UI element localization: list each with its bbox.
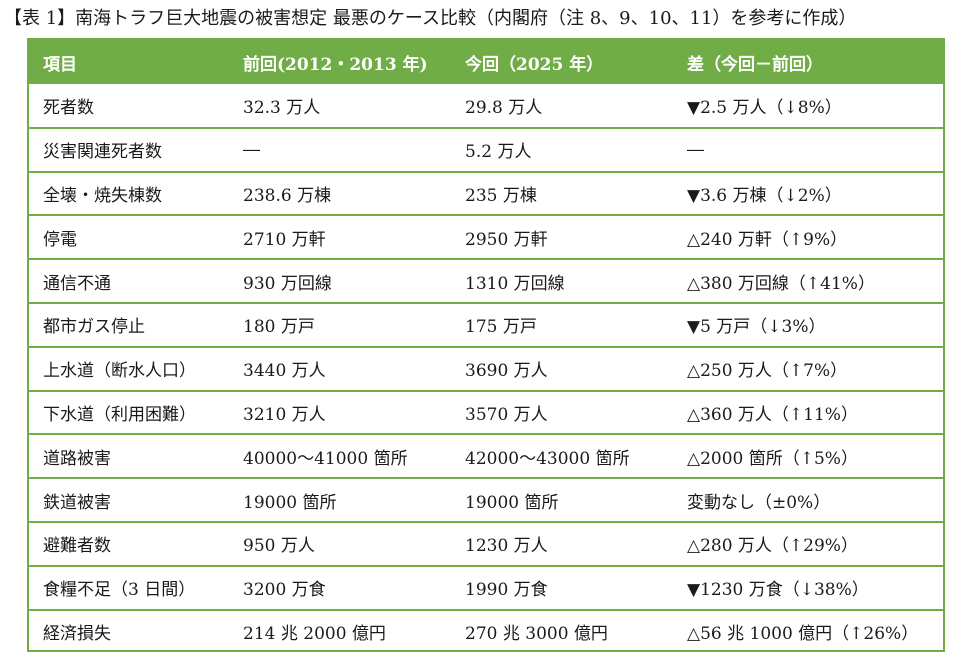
cell-previous: 2710 万軒 xyxy=(229,215,451,261)
table-row: 食糧不足（3 日間） 3200 万食 1990 万食 ▼1230 万食（↓38%… xyxy=(29,565,943,611)
table-row: 停電 2710 万軒 2950 万軒 △240 万軒（↑9%） xyxy=(29,215,943,261)
cell-item: 停電 xyxy=(29,215,229,261)
cell-previous: 180 万戸 xyxy=(229,302,451,348)
header-difference: 差（今回－前回） xyxy=(687,54,823,75)
cell-current: 1230 万人 xyxy=(451,521,673,567)
cell-current: 2950 万軒 xyxy=(451,215,673,261)
cell-difference: ▼3.6 万棟（↓2%） xyxy=(673,171,943,217)
damage-comparison-table: 項目 前回(2012・2013 年) 今回（2025 年） 差（今回－前回） 死… xyxy=(29,40,943,653)
cell-current: 3690 万人 xyxy=(451,346,673,392)
cell-current: 1310 万回線 xyxy=(451,259,673,304)
header-item: 項目 xyxy=(43,54,77,75)
cell-previous: 3440 万人 xyxy=(229,346,451,392)
cell-current: 235 万棟 xyxy=(451,171,673,217)
table-row: 鉄道被害 19000 箇所 19000 箇所 変動なし（±0%） xyxy=(29,478,943,523)
cell-current: 5.2 万人 xyxy=(451,127,673,173)
cell-difference: △280 万人（↑29%） xyxy=(673,521,943,567)
cell-current: 42000～43000 箇所 xyxy=(451,434,673,480)
cell-item: 通信不通 xyxy=(29,259,229,304)
cell-difference: 変動なし（±0%） xyxy=(673,478,943,523)
table-row: 都市ガス停止 180 万戸 175 万戸 ▼5 万戸（↓3%） xyxy=(29,302,943,348)
cell-difference: △250 万人（↑7%） xyxy=(673,346,943,392)
table-header-row: 項目 前回(2012・2013 年) 今回（2025 年） 差（今回－前回） xyxy=(29,40,943,84)
cell-difference: ― xyxy=(673,127,943,173)
cell-current: 270 兆 3000 億円 xyxy=(465,624,608,645)
header-previous: 前回(2012・2013 年) xyxy=(243,54,428,75)
table-row: 経済損失 214 兆 2000 億円 270 兆 3000 億円 △56 兆 1… xyxy=(29,610,943,654)
cell-difference: △240 万軒（↑9%） xyxy=(673,215,943,261)
cell-current: 3570 万人 xyxy=(451,390,673,436)
cell-item: 全壊・焼失棟数 xyxy=(29,171,229,217)
cell-current: 19000 箇所 xyxy=(451,478,673,523)
cell-previous: 3210 万人 xyxy=(229,390,451,436)
cell-item: 死者数 xyxy=(29,84,229,129)
cell-previous: 40000～41000 箇所 xyxy=(229,434,451,480)
table-row: 上水道（断水人口） 3440 万人 3690 万人 △250 万人（↑7%） xyxy=(29,346,943,392)
table-caption: 【表 1】南海トラフ巨大地震の被害想定 最悪のケース比較（内閣府（注 8、9、1… xyxy=(4,8,857,29)
table-row: 通信不通 930 万回線 1310 万回線 △380 万回線（↑41%） xyxy=(29,259,943,304)
cell-item: 上水道（断水人口） xyxy=(29,346,229,392)
cell-current: 1990 万食 xyxy=(451,565,673,611)
cell-item: 災害関連死者数 xyxy=(29,127,229,173)
cell-item: 道路被害 xyxy=(29,434,229,480)
cell-previous: 3200 万食 xyxy=(229,565,451,611)
cell-difference: ▼1230 万食（↓38%） xyxy=(673,565,943,611)
table-row: 避難者数 950 万人 1230 万人 △280 万人（↑29%） xyxy=(29,521,943,567)
comparison-table-container: 項目 前回(2012・2013 年) 今回（2025 年） 差（今回－前回） 死… xyxy=(27,38,945,652)
cell-item: 避難者数 xyxy=(29,521,229,567)
table-row: 道路被害 40000～41000 箇所 42000～43000 箇所 △2000… xyxy=(29,434,943,480)
cell-previous: 19000 箇所 xyxy=(229,478,451,523)
cell-difference: △380 万回線（↑41%） xyxy=(673,259,943,304)
cell-previous: 238.6 万棟 xyxy=(229,171,451,217)
cell-item: 都市ガス停止 xyxy=(29,302,229,348)
cell-item: 経済損失 xyxy=(43,624,111,645)
header-current: 今回（2025 年） xyxy=(465,54,604,75)
cell-previous: 32.3 万人 xyxy=(229,84,451,129)
cell-difference: △360 万人（↑11%） xyxy=(673,390,943,436)
cell-previous: ― xyxy=(229,127,451,173)
cell-previous: 930 万回線 xyxy=(229,259,451,304)
cell-current: 29.8 万人 xyxy=(451,84,673,129)
cell-previous: 214 兆 2000 億円 xyxy=(243,624,386,645)
cell-difference: △56 兆 1000 億円（↑26%） xyxy=(687,624,919,645)
cell-current: 175 万戸 xyxy=(451,302,673,348)
table-row: 下水道（利用困難） 3210 万人 3570 万人 △360 万人（↑11%） xyxy=(29,390,943,436)
cell-item: 下水道（利用困難） xyxy=(29,390,229,436)
cell-difference: ▼2.5 万人（↓8%） xyxy=(673,84,943,129)
cell-item: 食糧不足（3 日間） xyxy=(29,565,229,611)
table-row: 死者数 32.3 万人 29.8 万人 ▼2.5 万人（↓8%） xyxy=(29,84,943,129)
table-row: 全壊・焼失棟数 238.6 万棟 235 万棟 ▼3.6 万棟（↓2%） xyxy=(29,171,943,217)
table-row: 災害関連死者数 ― 5.2 万人 ― xyxy=(29,127,943,173)
cell-difference: ▼5 万戸（↓3%） xyxy=(673,302,943,348)
cell-previous: 950 万人 xyxy=(229,521,451,567)
cell-difference: △2000 箇所（↑5%） xyxy=(673,434,943,480)
cell-item: 鉄道被害 xyxy=(29,478,229,523)
